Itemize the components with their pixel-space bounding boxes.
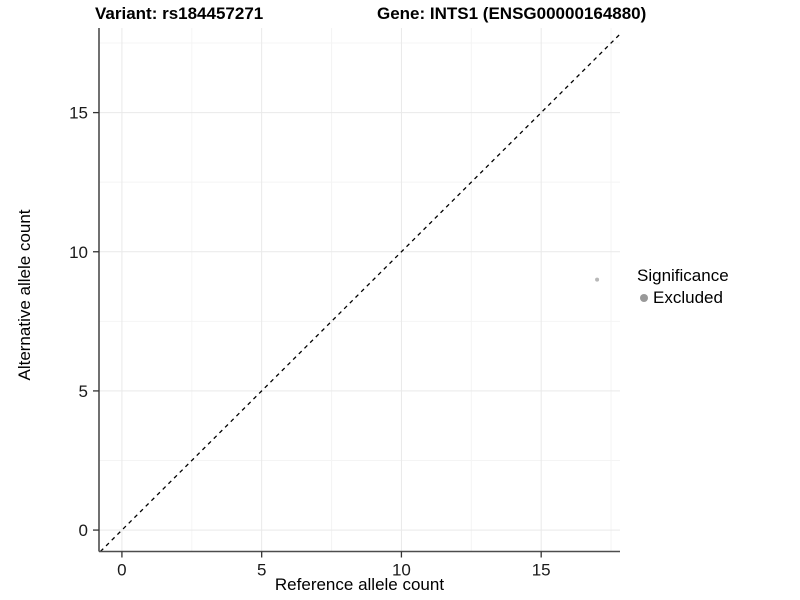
y-tick-label: 5 [79, 382, 88, 401]
plot-title-gene: Gene: INTS1 (ENSG00000164880) [377, 4, 647, 23]
data-point [595, 277, 600, 282]
legend: Significance Excluded [637, 266, 729, 308]
identity-dashed-line [99, 33, 621, 552]
y-tick-label: 10 [69, 243, 88, 262]
y-axis-label: Alternative allele count [15, 209, 34, 381]
legend-point-icon [640, 294, 648, 302]
x-tick-label: 0 [117, 561, 126, 580]
legend-item-excluded: Excluded [640, 288, 729, 308]
x-tick-label: 10 [392, 561, 411, 580]
x-tick-label: 15 [532, 561, 551, 580]
x-tick-label: 5 [257, 561, 266, 580]
legend-title: Significance [637, 266, 729, 285]
plot-title-variant: Variant: rs184457271 [95, 4, 264, 23]
legend-item-label: Excluded [653, 288, 723, 307]
x-axis-label: Reference allele count [274, 575, 445, 594]
y-tick-label: 15 [69, 104, 88, 123]
y-tick-label: 0 [79, 521, 88, 540]
